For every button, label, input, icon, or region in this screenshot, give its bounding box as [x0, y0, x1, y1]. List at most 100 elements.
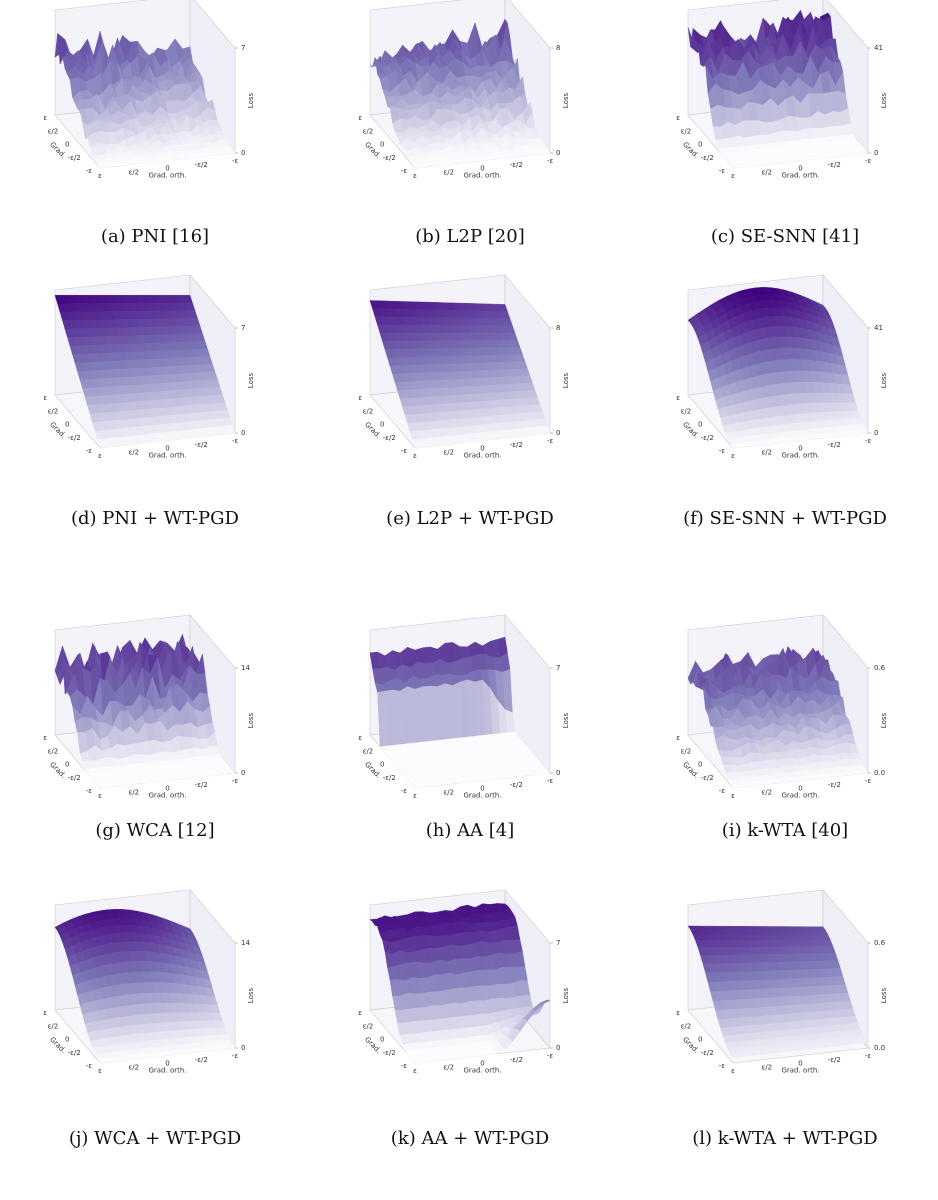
grad-tick-label: -ε/2	[701, 774, 714, 782]
surface-patch	[97, 163, 108, 169]
grad-tick-label: -ε/2	[701, 434, 714, 442]
grad-orth-tick-label: -ε	[232, 437, 239, 445]
grad-orth-tick-label: -ε/2	[195, 1056, 208, 1064]
grad-tick-label: -ε	[401, 167, 408, 175]
grad-orth-tick-label: ε/2	[128, 1063, 139, 1071]
grad-orth-tick-label: ε	[98, 172, 102, 180]
grad-orth-tick-label: 0	[480, 165, 484, 173]
grad-orth-tick-label: ε	[731, 452, 735, 460]
grad-orth-tick-label: -ε	[547, 1052, 554, 1060]
grad-tick-label: -ε/2	[383, 774, 396, 782]
z-tick-label: 0	[556, 1044, 560, 1052]
grad-tick-label: -ε	[86, 787, 93, 795]
grad-orth-tick-label: -ε	[547, 437, 554, 445]
grad-tick-label: -ε	[401, 1062, 408, 1070]
z-axis-label: Loss	[247, 92, 255, 108]
z-axis-label: Loss	[562, 92, 570, 108]
grad-tick-label: ε	[676, 734, 680, 742]
z-tick-label: 0.6	[874, 664, 886, 672]
grad-orth-tick-label: -ε/2	[828, 1056, 841, 1064]
z-axis-label: Loss	[880, 372, 888, 388]
grad-tick-label: ε/2	[681, 127, 692, 135]
grad-orth-tick-label: ε	[98, 1067, 102, 1075]
grad-tick-label: 0	[698, 141, 702, 149]
grad-tick-label: ε/2	[681, 1022, 692, 1030]
z-axis-label: Loss	[562, 372, 570, 388]
grad-tick-label: -ε/2	[68, 154, 81, 162]
grad-orth-axis-label: Grad. orth.	[148, 452, 186, 460]
z-axis-label: Loss	[880, 712, 888, 728]
grad-orth-axis-label: Grad. orth.	[463, 792, 501, 800]
grad-tick-label: ε	[358, 734, 362, 742]
grad-orth-tick-label: ε	[98, 452, 102, 460]
z-axis-label: Loss	[247, 372, 255, 388]
grad-tick-label: -ε	[719, 787, 726, 795]
grad-tick-label: -ε	[719, 447, 726, 455]
caption: (c) SE-SNN [41]	[710, 226, 860, 247]
z-tick-label: 0	[874, 429, 878, 437]
z-axis-label: Loss	[247, 712, 255, 728]
grad-tick-label: 0	[65, 421, 69, 429]
grad-orth-axis-label: Grad. orth.	[463, 452, 501, 460]
grad-orth-tick-label: ε/2	[443, 788, 454, 796]
grad-tick-label: -ε/2	[68, 434, 81, 442]
grad-orth-axis-label: Grad. orth.	[781, 172, 819, 180]
grad-tick-label: -ε/2	[383, 1049, 396, 1057]
grad-orth-tick-label: ε/2	[128, 168, 139, 176]
grad-orth-tick-label: -ε/2	[828, 441, 841, 449]
z-axis-label: Loss	[880, 92, 888, 108]
grad-orth-tick-label: -ε	[865, 437, 872, 445]
grad-orth-axis-label: Grad. orth.	[781, 452, 819, 460]
grad-orth-axis-label: Grad. orth.	[463, 1067, 501, 1075]
grad-orth-tick-label: -ε/2	[510, 161, 523, 169]
grad-orth-tick-label: 0	[480, 445, 484, 453]
grad-orth-axis-label: Grad. orth.	[781, 792, 819, 800]
grad-orth-tick-label: ε	[731, 792, 735, 800]
z-tick-label: 0.0	[874, 1044, 885, 1052]
grad-tick-label: -ε	[86, 167, 93, 175]
grad-orth-tick-label: -ε/2	[828, 781, 841, 789]
z-tick-label: 7	[556, 939, 560, 947]
caption: (i) k-WTA [40]	[721, 820, 849, 841]
grad-tick-label: -ε/2	[68, 1049, 81, 1057]
z-tick-label: 8	[556, 44, 560, 52]
grad-tick-label: -ε/2	[383, 434, 396, 442]
grad-tick-label: -ε	[719, 167, 726, 175]
z-tick-label: 0.0	[874, 769, 885, 777]
z-tick-label: 0	[874, 149, 878, 157]
caption: (h) AA [4]	[425, 820, 515, 841]
grad-orth-tick-label: 0	[165, 445, 169, 453]
grad-tick-label: ε	[43, 1009, 47, 1017]
z-axis-label: Loss	[562, 987, 570, 1003]
surface-patch	[412, 438, 423, 449]
grad-orth-tick-label: ε	[413, 172, 417, 180]
caption: (j) WCA + WT-PGD	[68, 1128, 242, 1149]
grad-tick-label: 0	[380, 141, 384, 149]
caption: (k) AA + WT-PGD	[390, 1128, 550, 1149]
caption: (l) k-WTA + WT-PGD	[692, 1128, 878, 1149]
grad-orth-axis-label: Grad. orth.	[148, 792, 186, 800]
z-tick-label: 0	[241, 149, 245, 157]
grad-orth-tick-label: ε/2	[761, 448, 772, 456]
grad-orth-tick-label: ε/2	[443, 1063, 454, 1071]
grad-tick-label: 0	[698, 1036, 702, 1044]
grad-tick-label: 0	[698, 421, 702, 429]
grad-orth-axis-label: Grad. orth.	[781, 1067, 819, 1075]
z-tick-label: 41	[874, 324, 883, 332]
grad-tick-label: -ε/2	[701, 154, 714, 162]
grad-orth-tick-label: ε/2	[128, 448, 139, 456]
grad-tick-label: ε/2	[48, 747, 59, 755]
caption: (b) L2P [20]	[415, 226, 525, 247]
grad-orth-axis-label: Grad. orth.	[463, 172, 501, 180]
grad-orth-tick-label: ε	[98, 792, 102, 800]
grad-orth-tick-label: -ε/2	[510, 441, 523, 449]
grad-orth-tick-label: ε	[731, 172, 735, 180]
